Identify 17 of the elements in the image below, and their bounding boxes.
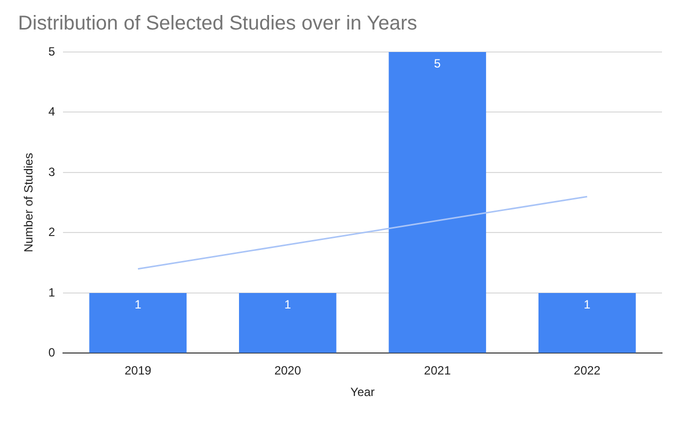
y-tick-label: 1 — [48, 285, 56, 300]
data-label: 5 — [434, 56, 442, 70]
y-tick-label: 5 — [48, 44, 56, 58]
y-tick-label: 0 — [48, 346, 56, 360]
x-tick-label: 2020 — [274, 364, 302, 378]
x-tick-label: 2021 — [424, 364, 452, 378]
x-tick-label: 2019 — [124, 364, 152, 378]
y-tick-label: 4 — [48, 104, 56, 119]
x-tick-label: 2022 — [574, 364, 601, 378]
y-tick-label: 2 — [48, 225, 56, 240]
x-axis-title: Year — [350, 385, 375, 400]
chart-title: Distribution of Selected Studies over in Years — [18, 12, 418, 35]
data-label: 1 — [584, 297, 591, 312]
y-tick-label: 3 — [48, 164, 56, 179]
data-label: 1 — [134, 297, 142, 312]
y-axis-title: Number of Studies — [22, 152, 36, 252]
data-label: 1 — [284, 297, 292, 312]
